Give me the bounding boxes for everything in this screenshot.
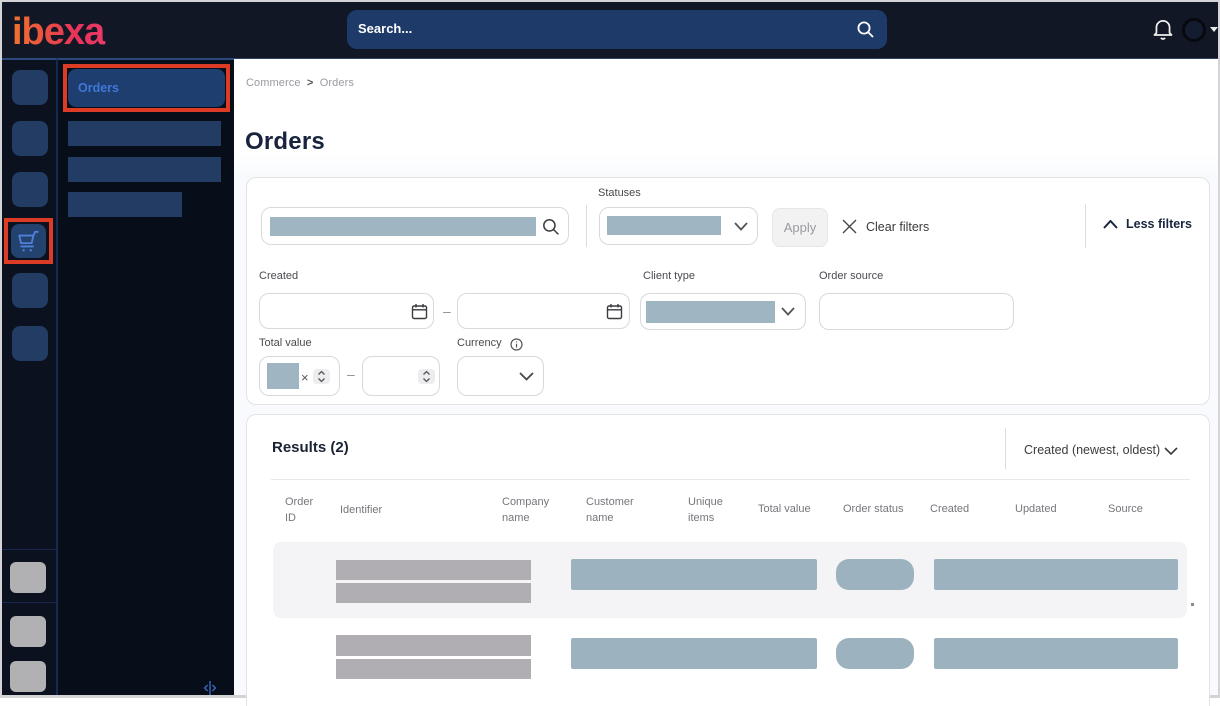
svg-text:ibexa: ibexa: [14, 12, 106, 50]
